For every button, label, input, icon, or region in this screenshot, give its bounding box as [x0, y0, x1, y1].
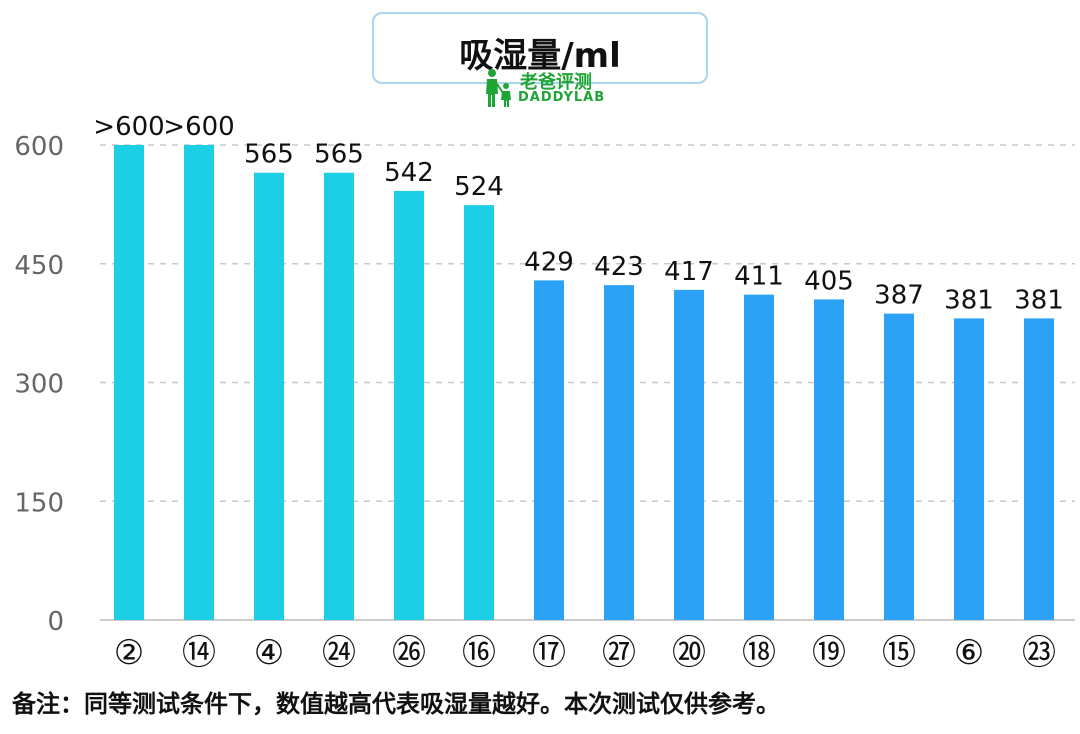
bar	[674, 289, 704, 620]
bar	[254, 172, 284, 621]
bar	[394, 190, 424, 620]
bar	[534, 280, 564, 620]
bar-value-label: 387	[874, 281, 924, 311]
bar	[1024, 318, 1054, 620]
bar-value-label: 565	[314, 140, 364, 170]
bar-value-label: 524	[454, 172, 504, 202]
bar-value-label: 565	[244, 140, 294, 170]
logo-english-text: DADDYLAB	[518, 90, 606, 105]
x-tick-label: ④	[254, 633, 284, 673]
y-tick-label: 0	[47, 607, 64, 637]
x-tick-label: ⑳	[672, 633, 706, 673]
logo-chinese-text: 老爸评测	[520, 72, 592, 93]
x-tick-label: ⑭	[182, 633, 216, 673]
x-tick-label: ㉗	[602, 633, 636, 673]
chart-title: 吸湿量/ml	[459, 36, 621, 76]
bar-value-label: 381	[944, 285, 994, 315]
x-tick-label: ⑯	[462, 633, 496, 673]
x-tick-label: ㉖	[392, 633, 426, 673]
bar-value-label: 429	[524, 247, 574, 277]
bar	[884, 313, 914, 620]
x-tick-label: ㉓	[1022, 633, 1056, 673]
bar-value-label: >600	[163, 112, 234, 142]
bar	[744, 294, 774, 620]
daddylab-logo: 老爸评测 DADDYLAB	[480, 68, 630, 112]
bar	[814, 299, 844, 620]
bar-value-label: 405	[804, 266, 854, 296]
y-tick-label: 600	[14, 132, 64, 162]
x-tick-label: ②	[114, 633, 144, 673]
bar-value-label: >600	[93, 112, 164, 142]
bar	[954, 318, 984, 620]
y-tick-label: 300	[14, 370, 64, 400]
bar-value-label: 411	[734, 262, 784, 292]
y-tick-label: 150	[14, 488, 64, 518]
x-tick-label: ⑱	[742, 633, 776, 673]
bar-value-label: 417	[664, 257, 714, 287]
x-tick-label: ⑰	[532, 633, 566, 673]
x-tick-label: ㉔	[322, 633, 356, 673]
bar-value-label: 542	[384, 158, 434, 188]
footnote: 备注：同等测试条件下，数值越高代表吸湿量越好。本次测试仅供参考。	[12, 690, 780, 718]
bar	[324, 172, 354, 621]
x-tick-label: ⑲	[812, 633, 846, 673]
bar-value-label: 423	[594, 252, 644, 282]
bar	[184, 145, 214, 620]
chart-title-card: 吸湿量/ml	[372, 12, 708, 84]
parent-child-icon	[486, 69, 511, 107]
y-tick-label: 450	[14, 251, 64, 281]
bar-value-label: 381	[1014, 285, 1064, 315]
x-tick-label: ⑥	[954, 633, 984, 673]
bar	[114, 145, 144, 620]
x-tick-label: ⑮	[882, 633, 916, 673]
bar	[604, 285, 634, 620]
bar	[464, 205, 494, 620]
